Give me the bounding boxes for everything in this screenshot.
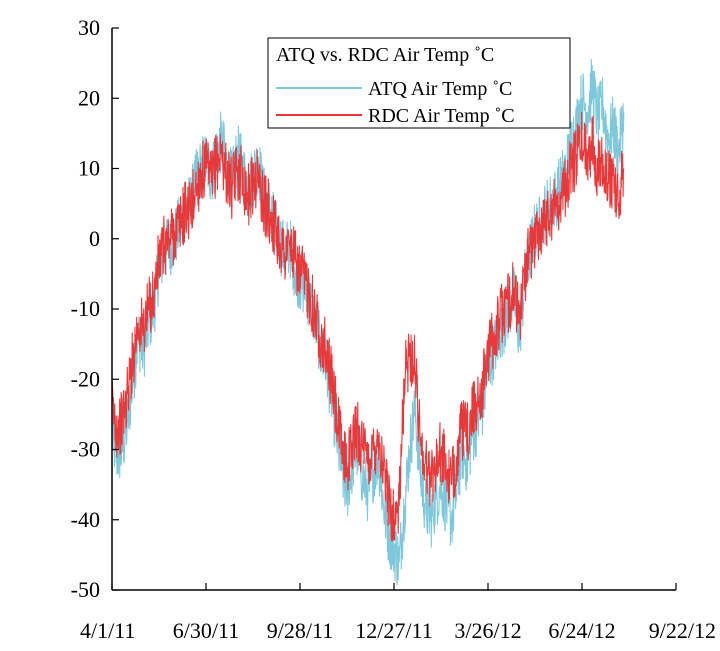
x-tick-label: 6/24/12 (548, 618, 615, 643)
x-tick-label: 9/22/12 (649, 618, 716, 643)
legend: ATQ vs. RDC Air Temp ˚C ATQ Air Temp ˚C … (267, 37, 571, 129)
y-tick-label: 30 (78, 15, 100, 40)
series-line-atq (111, 58, 625, 586)
y-tick-label: 10 (78, 156, 100, 181)
x-tick-label: 3/26/12 (454, 618, 521, 643)
x-tick-label: 4/1/11 (80, 618, 135, 643)
y-tick-label: 20 (78, 85, 100, 110)
y-tick-label: -10 (71, 296, 100, 321)
x-tick-label: 12/27/11 (355, 618, 432, 643)
y-axis-ticks: -50 -40 -30 -20 -10 0 10 20 30 (71, 15, 119, 602)
series-layer (111, 58, 625, 586)
legend-title: ATQ vs. RDC Air Temp ˚C (276, 44, 494, 66)
y-tick-label: 0 (89, 226, 100, 251)
axes: -50 -40 -30 -20 -10 0 10 20 30 4/1/11 6/30/11 9/28… (71, 15, 716, 643)
legend-box (267, 37, 571, 129)
series-line-rdc (111, 112, 625, 542)
plot-area (111, 58, 625, 586)
legend-label-atq: ATQ Air Temp ˚C (368, 78, 512, 100)
y-tick-label: -40 (71, 507, 100, 532)
y-tick-label: -50 (71, 577, 100, 602)
y-tick-label: -20 (71, 366, 100, 391)
x-tick-label: 9/28/11 (267, 618, 333, 643)
x-tick-label: 6/30/11 (173, 618, 239, 643)
x-axis-ticks: 4/1/11 6/30/11 9/28/11 12/27/11 3/26/12 6/24/… (80, 583, 716, 643)
legend-label-rdc: RDC Air Temp ˚C (368, 105, 515, 127)
y-tick-label: -30 (71, 437, 100, 462)
